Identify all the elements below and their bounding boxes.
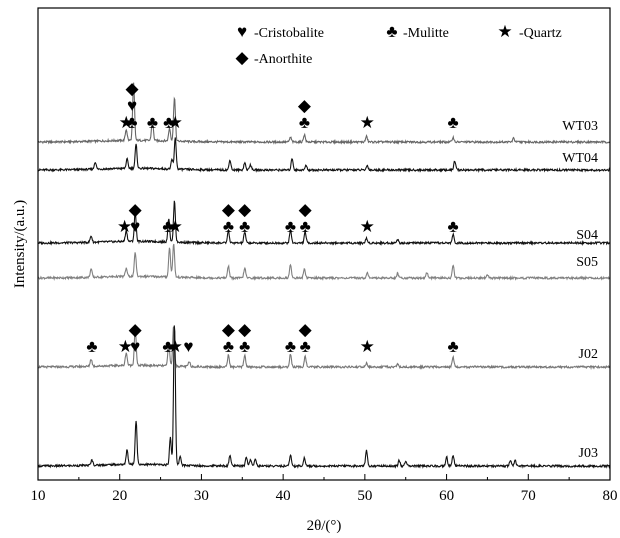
trace-s04 <box>37 200 610 247</box>
y-axis-title: Intensity/(a.u.) <box>12 200 28 288</box>
club-icon: ♣ <box>299 113 310 132</box>
phase-markers: ♣♥◆★ ♣ ♣★ ♣◆★ ♣♥◆★ ♣★ ♣◆♣◆♣ ♣◆★ ♣♣ ★♥◆♣★ ♥ ♣◆♣◆♣ ♣◆★… <box>86 79 458 356</box>
star-icon: ★ <box>119 113 134 132</box>
club-icon: ♣ <box>285 337 296 356</box>
star-icon: ★ <box>168 217 183 236</box>
diffraction-traces <box>37 82 611 469</box>
club-icon: ♣ <box>300 217 311 236</box>
x-tick-label: 10 <box>31 488 46 504</box>
legend-label: -Mulitte <box>403 26 449 41</box>
heart-icon: ♥ <box>237 22 247 41</box>
club-icon: ♣ <box>386 22 397 41</box>
star-icon: ★ <box>168 337 183 356</box>
x-tick-label: 40 <box>276 488 291 504</box>
star-icon: ★ <box>360 113 375 132</box>
diamond-icon: ◆ <box>235 48 249 67</box>
x-tick-label: 70 <box>521 488 536 504</box>
diamond-icon: ◆ <box>299 320 313 339</box>
diamond-icon: ◆ <box>298 96 312 115</box>
sample-label-s04: S04 <box>576 228 598 243</box>
trace-s05 <box>37 243 610 282</box>
diamond-icon: ◆ <box>238 200 252 219</box>
legend-entry: ★ -Quartz <box>497 22 561 41</box>
star-icon: ★ <box>168 113 183 132</box>
heart-icon: ♥ <box>130 217 140 236</box>
trace-j03 <box>37 325 611 469</box>
star-icon: ★ <box>497 22 512 41</box>
x-axis-title: 2θ/(°) <box>307 518 342 534</box>
club-icon: ♣ <box>126 113 137 132</box>
trace-wt04 <box>37 137 611 174</box>
legend-label: -Anorthite <box>254 52 312 67</box>
diamond-icon: ◆ <box>222 320 236 339</box>
sample-label-s05: S05 <box>576 255 598 270</box>
sample-label-j03: J03 <box>579 446 598 461</box>
star-icon: ★ <box>118 337 133 356</box>
trace-j02 <box>37 325 611 371</box>
x-tick-label: 50 <box>357 488 372 504</box>
club-icon: ♣ <box>448 113 459 132</box>
diamond-icon: ◆ <box>238 320 252 339</box>
x-tick-label: 80 <box>603 488 618 504</box>
diamond-icon: ◆ <box>125 79 139 98</box>
phase-legend: ♥ -Cristobalite ♣ -Mulitte ★ -Quartz ◆ -Anorthi… <box>235 22 561 67</box>
sample-label-wt04: WT04 <box>562 151 598 166</box>
heart-icon: ♥ <box>183 337 193 356</box>
diamond-icon: ◆ <box>129 320 143 339</box>
club-icon: ♣ <box>223 217 234 236</box>
trace-wt03 <box>37 82 611 146</box>
club-icon: ♣ <box>300 337 311 356</box>
club-icon: ♣ <box>239 217 250 236</box>
club-icon: ♣ <box>147 113 158 132</box>
star-icon: ★ <box>360 217 375 236</box>
diamond-icon: ◆ <box>222 200 236 219</box>
club-icon: ♣ <box>223 337 234 356</box>
legend-entry: ♥ -Cristobalite <box>237 22 324 41</box>
star-icon: ★ <box>360 337 375 356</box>
x-axis-ticks: 10 20 30 40 50 60 70 80 <box>31 474 618 504</box>
heart-icon: ♥ <box>130 337 140 356</box>
legend-label: -Cristobalite <box>254 26 324 41</box>
x-tick-label: 60 <box>439 488 454 504</box>
sample-label-j02: J02 <box>579 347 598 362</box>
legend-label: -Quartz <box>519 26 562 41</box>
sample-label-wt03: WT03 <box>562 119 598 134</box>
club-icon: ♣ <box>86 337 97 356</box>
star-icon: ★ <box>117 217 132 236</box>
plot-frame <box>37 7 611 481</box>
club-icon: ♣ <box>162 217 173 236</box>
x-tick-label: 30 <box>194 488 209 504</box>
club-icon: ♣ <box>448 337 459 356</box>
diamond-icon: ◆ <box>299 200 313 219</box>
sample-labels: WT03 WT04 S04 S05 J02 J03 <box>562 119 598 461</box>
club-icon: ♣ <box>285 217 296 236</box>
club-icon: ♣ <box>162 337 173 356</box>
legend-entry: ♣ -Mulitte <box>386 22 448 41</box>
club-icon: ♣ <box>448 217 459 236</box>
club-icon: ♣ <box>239 337 250 356</box>
club-icon: ♣ <box>163 113 174 132</box>
x-tick-label: 20 <box>112 488 127 504</box>
legend-entry: ◆ -Anorthite <box>235 48 312 67</box>
diamond-icon: ◆ <box>129 200 143 219</box>
heart-icon: ♥ <box>127 96 137 115</box>
